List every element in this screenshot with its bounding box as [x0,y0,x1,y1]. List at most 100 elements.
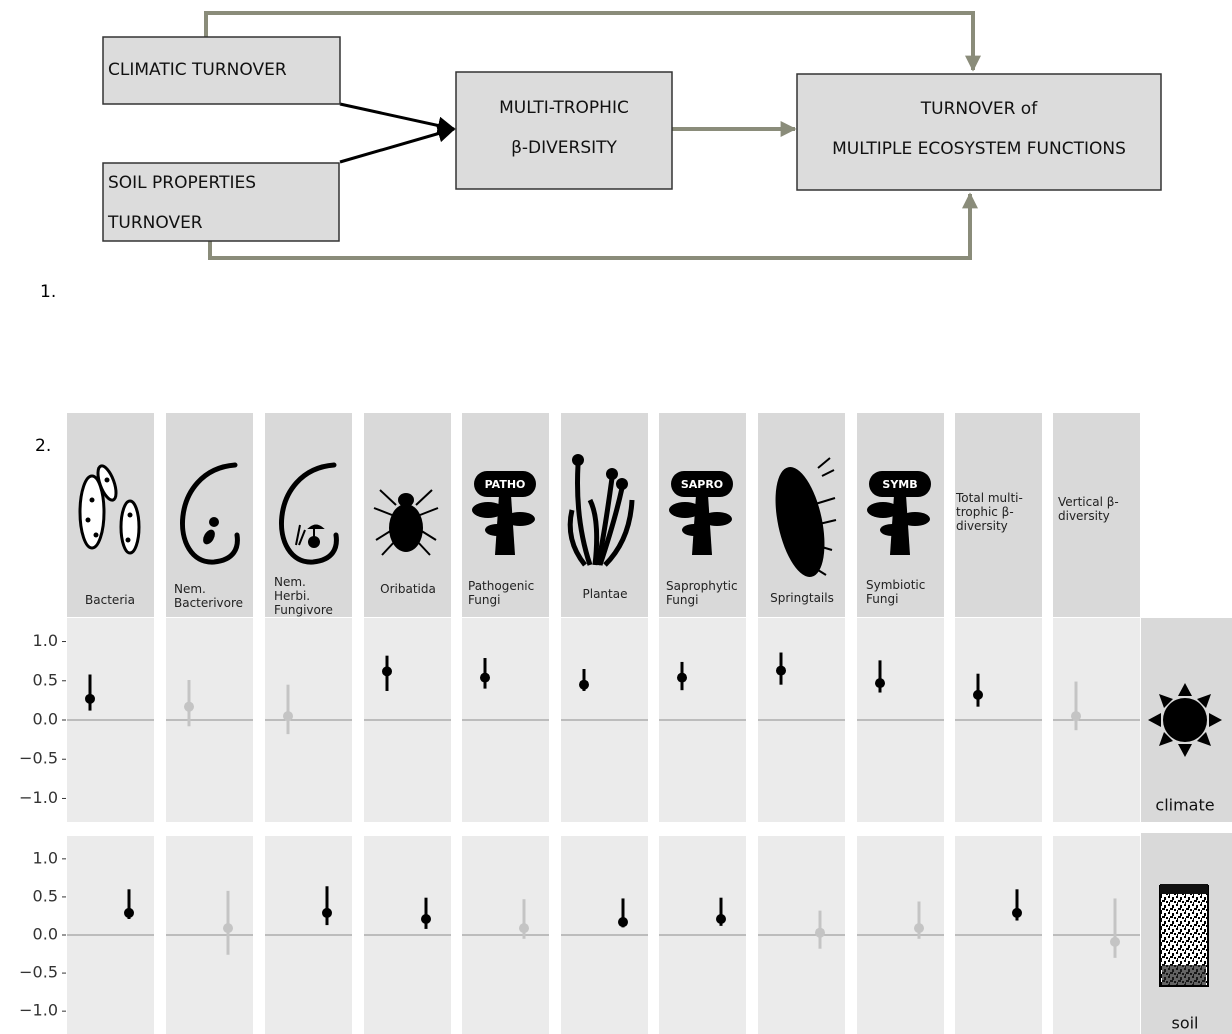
node-label: β-DIVERSITY [511,138,617,158]
icon-label: SYMB [882,478,917,491]
y-tick-label: 0.0 [33,710,58,729]
node-label: CLIMATIC TURNOVER [108,60,287,80]
point [421,914,431,925]
icon-part [505,512,535,526]
icon-part [96,464,118,502]
point [382,666,392,677]
panel-label: 1. [40,282,56,302]
icon-label: PATHO [485,478,526,491]
category-label: Saprophytic Fungi [666,579,738,607]
icon-part [104,477,110,483]
icon-part [209,517,219,527]
point [184,701,194,712]
point [716,914,726,925]
arrow [339,102,456,135]
icon-nematode [180,462,240,565]
y-tick-label: 0.5 [33,670,58,689]
icon-part [869,471,931,497]
icon-mushroom: SAPRO [669,471,733,555]
category-label: Vertical β-diversity [1058,495,1119,523]
icon-part [587,498,600,566]
header-strip [1053,413,1140,617]
icon-part [78,474,106,550]
arrow [204,11,981,72]
icon-part [616,478,628,490]
icon-part [373,507,393,516]
icon-part [817,457,835,477]
icon-part [597,487,625,566]
arrow [339,124,456,164]
icon-part [127,512,133,518]
category-label: Pathogenic Fungi [468,579,535,607]
category-label: Plantae [582,587,628,601]
icon-part [125,537,131,543]
category-label: Springtails [770,591,834,605]
point [973,689,983,700]
point [85,693,95,704]
icon-label: SAPRO [681,478,723,491]
icon-part [606,468,618,480]
node-label: MULTIPLE ECOSYSTEM FUNCTIONS [832,139,1126,159]
point [283,711,293,722]
row-label: climate [1155,796,1214,815]
icon-part [485,524,509,536]
point [618,917,628,928]
y-tick-label: 0.5 [33,886,58,905]
panel-label: 2. [35,436,51,456]
point [223,923,233,934]
icon-part [379,489,397,506]
header-strip [166,413,253,617]
icon-part [398,493,414,507]
category-label: Nem. Bacterivore [174,582,244,610]
icon-part [474,471,536,497]
header-strip [265,413,352,617]
node-label: TURNOVER [107,213,203,233]
row-label: soil [1171,1014,1198,1033]
arrow [208,192,978,260]
point [579,679,589,690]
icon-part [603,499,635,567]
point [875,678,885,689]
icon-part [93,532,99,538]
icon-part [180,462,240,565]
icon-part [671,471,733,497]
icon-part [775,467,825,577]
icon-mushroom: SYMB [867,471,931,555]
icon-part [119,499,141,555]
soil-icon [1159,884,1209,987]
category-label: Oribatida [380,582,436,596]
icon-plant [567,454,635,567]
icon-part [867,502,899,518]
point [815,927,825,938]
icon-part [575,464,593,566]
icon-part [389,504,423,552]
y-tick-label: 0.0 [33,925,58,944]
point [519,923,529,934]
category-label: Symbiotic Fungi [866,578,926,606]
category-label: Bacteria [85,593,135,607]
y-tick-label: −0.5 [19,963,58,982]
diagram-node [102,162,340,242]
icon-nematode [279,462,339,565]
diagram-arrows [204,11,981,260]
y-tick-label: −1.0 [19,788,58,807]
icon-part [295,524,325,546]
diagram-node [102,36,341,105]
point [322,907,332,918]
point [1110,936,1120,947]
y-tick-label: −0.5 [19,749,58,768]
category-label: Nem. Herbi. Fungivore [274,575,333,617]
point [914,923,924,934]
icon-part [682,524,706,536]
icon-mite [373,489,439,556]
icon-part [89,497,95,503]
point [1071,711,1081,722]
icon-part [900,512,930,526]
point [677,672,687,683]
diagram-node [796,73,1162,191]
icon-part [567,509,587,567]
icon-part [308,536,320,548]
point [776,665,786,676]
